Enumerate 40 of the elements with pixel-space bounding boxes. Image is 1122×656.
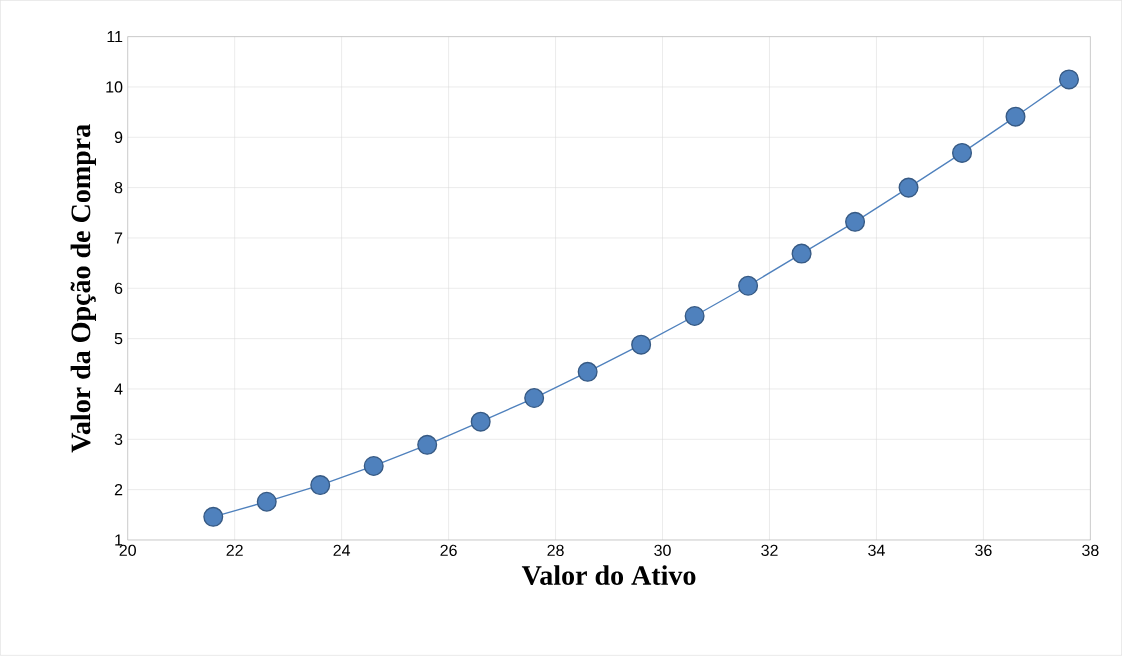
point <box>1058 69 1079 90</box>
point <box>203 506 224 527</box>
y-tick-label: 8 <box>114 182 123 194</box>
point <box>363 456 384 477</box>
point <box>631 334 652 355</box>
point <box>684 306 705 327</box>
y-axis-title: Valor da Opção de Compra <box>70 124 97 453</box>
point <box>470 411 491 432</box>
y-tick-label: 4 <box>114 383 123 395</box>
point <box>738 275 759 296</box>
x-tick-label: 20 <box>119 544 136 557</box>
y-tick-label: 3 <box>114 433 123 446</box>
y-tick-label: 9 <box>114 131 123 144</box>
point <box>256 491 277 512</box>
point <box>845 212 866 233</box>
point <box>1005 106 1026 127</box>
x-tick-label: 34 <box>868 544 885 557</box>
y-tick-label: 2 <box>114 484 123 496</box>
y-tick-label: 11 <box>107 31 123 43</box>
point <box>577 362 598 383</box>
y-tick-label: 6 <box>114 282 123 295</box>
x-tick-label: 32 <box>761 544 778 557</box>
point <box>524 388 545 409</box>
x-tick-label: 24 <box>333 544 351 557</box>
point <box>898 177 919 198</box>
y-tick-label: 10 <box>106 81 123 93</box>
x-tick-label: 28 <box>547 544 564 557</box>
x-tick-label: 26 <box>440 544 457 557</box>
x-tick-label: 38 <box>1082 544 1099 557</box>
y-tick-label: 7 <box>114 232 123 244</box>
point <box>310 475 331 496</box>
point <box>791 243 812 264</box>
x-tick-label: 30 <box>654 544 671 557</box>
x-tick-label: 36 <box>975 544 992 557</box>
x-axis-title: Valor do Ativo <box>521 565 696 586</box>
y-tick-label: 1 <box>115 534 123 546</box>
point <box>417 435 438 456</box>
y-tick-label: 5 <box>114 333 123 345</box>
point <box>952 143 973 164</box>
x-tick-label: 22 <box>226 544 243 557</box>
